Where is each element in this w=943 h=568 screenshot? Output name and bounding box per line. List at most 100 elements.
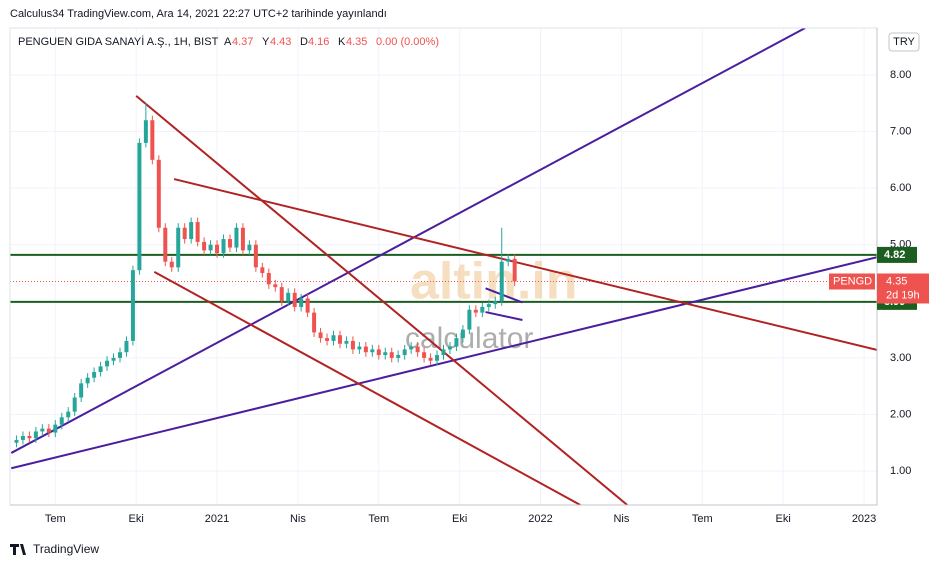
candle-body	[247, 244, 252, 251]
candle-body	[357, 346, 362, 350]
trendline	[485, 287, 523, 304]
candle-body	[46, 428, 51, 433]
candle-body	[208, 244, 213, 251]
candle-body	[376, 349, 381, 356]
candle-body	[182, 227, 187, 240]
ohlc-value: 4.35	[346, 36, 367, 48]
ohlc-label: D	[300, 36, 308, 48]
candle-body	[344, 340, 349, 344]
candle-body	[221, 239, 226, 254]
last-price-tag	[877, 273, 929, 304]
x-tick-label: Eki	[129, 513, 144, 525]
candle-body	[435, 355, 440, 361]
legend: PENGUEN GIDA SANAYİ A.Ş., 1H, BIST A 4.3…	[18, 35, 439, 48]
currency[interactable]: TRY	[893, 36, 915, 48]
candle-body	[215, 244, 220, 254]
candle-body	[279, 287, 284, 302]
candle-body	[415, 346, 420, 353]
candle-body	[40, 428, 45, 432]
candle-body	[441, 349, 446, 356]
candle-body	[305, 298, 310, 313]
candle-body	[402, 349, 407, 356]
footer-logo: TradingView	[10, 542, 99, 556]
trendline	[485, 311, 523, 321]
x-tick-label: 2022	[528, 513, 552, 525]
candle-body	[66, 411, 71, 418]
brand: TradingView	[33, 542, 99, 556]
symbol: PENGUEN GIDA SANAYİ A.Ş., 1H, BIST	[18, 35, 219, 48]
y-tick-label: 3.00	[890, 352, 911, 364]
x-tick-label: Nis	[613, 513, 629, 525]
candle-body	[105, 360, 110, 367]
plot: altin.in calculator	[10, 28, 877, 505]
candle-body	[156, 159, 161, 228]
candle-body	[350, 340, 355, 350]
candle-body	[53, 424, 58, 433]
level-tag	[877, 246, 917, 263]
candle-body	[33, 431, 38, 439]
x-tick-label: Nis	[290, 513, 306, 525]
ohlc-value: 4.37	[232, 36, 253, 48]
change: 0.00 (0.00%)	[376, 36, 439, 48]
candle-body	[72, 397, 77, 412]
candle-body	[240, 227, 245, 251]
candle-body	[428, 357, 433, 361]
candle-body	[286, 292, 291, 302]
candle-body	[111, 357, 116, 361]
candle-body	[337, 335, 342, 344]
candle-body	[363, 346, 368, 353]
candle-body	[79, 383, 84, 398]
trendline	[153, 270, 581, 505]
candle-body	[506, 258, 511, 262]
candle-body	[14, 439, 19, 443]
candle-body	[493, 301, 498, 305]
candle-body	[467, 309, 472, 330]
last-symbol: PENGD	[833, 275, 872, 287]
ohlc-label: K	[338, 36, 346, 48]
last-symbol-tag	[829, 273, 875, 290]
ohlc-label: A	[224, 36, 232, 48]
candle-body	[20, 435, 25, 440]
x-tick-label: Eki	[452, 513, 467, 525]
x-tick-label: Tem	[368, 513, 389, 525]
x-tick-label: Eki	[776, 513, 791, 525]
candle-body	[292, 292, 297, 307]
candle-body	[389, 352, 394, 358]
currency-button[interactable]	[888, 32, 920, 52]
candle-body	[299, 298, 304, 307]
candle-body	[227, 239, 232, 248]
candle-body	[176, 227, 181, 268]
candle-body	[273, 284, 278, 288]
last-price: 4.35	[886, 275, 907, 287]
candle-body	[460, 329, 465, 339]
level-label: 4.82	[884, 249, 905, 261]
candle-body	[189, 222, 194, 240]
candle-body	[143, 120, 148, 143]
x-tick-label: Tem	[692, 513, 713, 525]
candle-body	[447, 346, 452, 350]
ohlc-value: 4.43	[270, 36, 291, 48]
candle-body	[85, 377, 90, 384]
candle-body	[27, 435, 32, 439]
candle-body	[383, 352, 388, 356]
candle-body	[260, 267, 265, 274]
candle-body	[117, 352, 122, 358]
y-tick-label: 7.00	[890, 125, 911, 137]
candle-body	[137, 142, 142, 271]
ohlc-value: 4.16	[308, 36, 329, 48]
candle-body	[130, 270, 135, 341]
y-tick-label: 8.00	[890, 69, 911, 81]
candle-body	[150, 120, 155, 160]
candle-body	[195, 222, 200, 242]
candle-body	[92, 372, 97, 378]
ohlc-label: Y	[262, 36, 270, 48]
trendline	[11, 256, 877, 470]
candle-body	[331, 335, 336, 341]
candle-body	[234, 227, 239, 248]
candle-body	[409, 346, 414, 350]
y-tick-label: 1.00	[890, 465, 911, 477]
candle-body	[422, 352, 427, 358]
